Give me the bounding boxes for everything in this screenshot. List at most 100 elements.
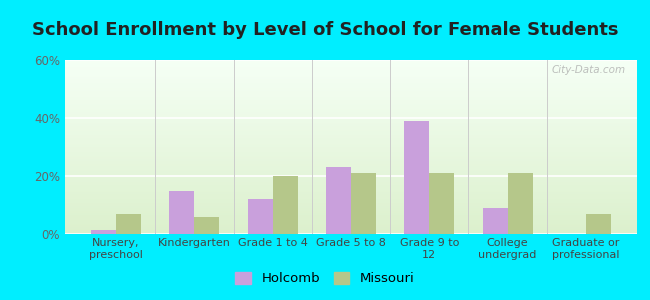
Bar <box>65 203 637 204</box>
Bar <box>65 222 637 224</box>
Text: School Enrollment by Level of School for Female Students: School Enrollment by Level of School for… <box>32 21 618 39</box>
Bar <box>65 90 637 91</box>
Bar <box>116 214 141 234</box>
Bar <box>65 154 637 156</box>
Bar <box>65 232 637 234</box>
Bar <box>65 84 637 86</box>
Bar <box>65 166 637 168</box>
Bar <box>65 110 637 112</box>
Bar <box>273 176 298 234</box>
Bar <box>65 151 637 152</box>
Bar <box>508 173 533 234</box>
Bar <box>65 225 637 227</box>
Bar <box>65 161 637 163</box>
Bar <box>65 103 637 105</box>
Bar <box>65 224 637 225</box>
Bar <box>65 204 637 206</box>
Bar <box>65 133 637 135</box>
Bar <box>65 142 637 143</box>
Bar <box>65 145 637 147</box>
Bar <box>65 152 637 154</box>
Bar <box>65 60 637 62</box>
Bar <box>65 98 637 100</box>
Bar <box>65 86 637 88</box>
Bar <box>65 114 637 116</box>
Bar <box>65 182 637 184</box>
Bar <box>65 69 637 70</box>
Bar <box>65 100 637 102</box>
Bar <box>65 169 637 171</box>
Text: City-Data.com: City-Data.com <box>551 65 625 75</box>
Bar <box>65 168 637 170</box>
Bar <box>65 190 637 192</box>
Bar <box>482 208 508 234</box>
Bar <box>65 62 637 64</box>
Legend: Holcomb, Missouri: Holcomb, Missouri <box>230 266 420 290</box>
Bar <box>65 213 637 215</box>
Bar <box>65 135 637 137</box>
Bar <box>65 93 637 95</box>
Bar <box>65 159 637 161</box>
Bar <box>65 189 637 190</box>
Bar <box>65 171 637 173</box>
Bar <box>65 177 637 178</box>
Bar <box>326 167 351 234</box>
Bar <box>65 192 637 194</box>
Bar <box>65 227 637 229</box>
Bar <box>248 199 273 234</box>
Bar <box>65 210 637 212</box>
Bar <box>65 119 637 121</box>
Bar <box>65 117 637 119</box>
Bar <box>65 116 637 117</box>
Bar <box>65 158 637 159</box>
Bar <box>65 164 637 166</box>
Bar <box>65 178 637 180</box>
Bar <box>65 212 637 213</box>
Bar <box>429 173 454 234</box>
Bar <box>65 79 637 81</box>
Bar <box>65 102 637 103</box>
Bar <box>65 67 637 69</box>
Bar <box>65 70 637 72</box>
Bar <box>65 215 637 217</box>
Bar <box>65 130 637 131</box>
Bar <box>65 107 637 109</box>
Bar <box>65 121 637 123</box>
Bar <box>65 185 637 187</box>
Bar <box>169 190 194 234</box>
Bar <box>65 65 637 67</box>
Bar <box>65 173 637 175</box>
Bar <box>65 199 637 201</box>
Bar <box>65 184 637 185</box>
Bar <box>65 97 637 98</box>
Bar <box>65 217 637 218</box>
Bar <box>91 230 116 234</box>
Bar <box>65 201 637 203</box>
Bar <box>65 175 637 177</box>
Bar <box>65 81 637 82</box>
Bar <box>65 74 637 76</box>
Bar <box>65 163 637 164</box>
Bar <box>65 76 637 77</box>
Bar <box>65 136 637 138</box>
Bar <box>65 64 637 65</box>
Bar <box>65 88 637 90</box>
Bar <box>65 208 637 210</box>
Bar <box>65 138 637 140</box>
Bar <box>65 91 637 93</box>
Bar <box>65 230 637 232</box>
Bar <box>65 140 637 142</box>
Bar <box>65 112 637 114</box>
Bar <box>404 121 429 234</box>
Bar <box>65 218 637 220</box>
Bar <box>65 95 637 97</box>
Bar <box>65 131 637 133</box>
Bar <box>65 143 637 145</box>
Bar <box>65 220 637 222</box>
Bar <box>65 206 637 208</box>
Bar <box>65 149 637 151</box>
Bar <box>65 123 637 124</box>
Bar <box>65 77 637 79</box>
Bar <box>65 82 637 84</box>
Bar <box>351 173 376 234</box>
